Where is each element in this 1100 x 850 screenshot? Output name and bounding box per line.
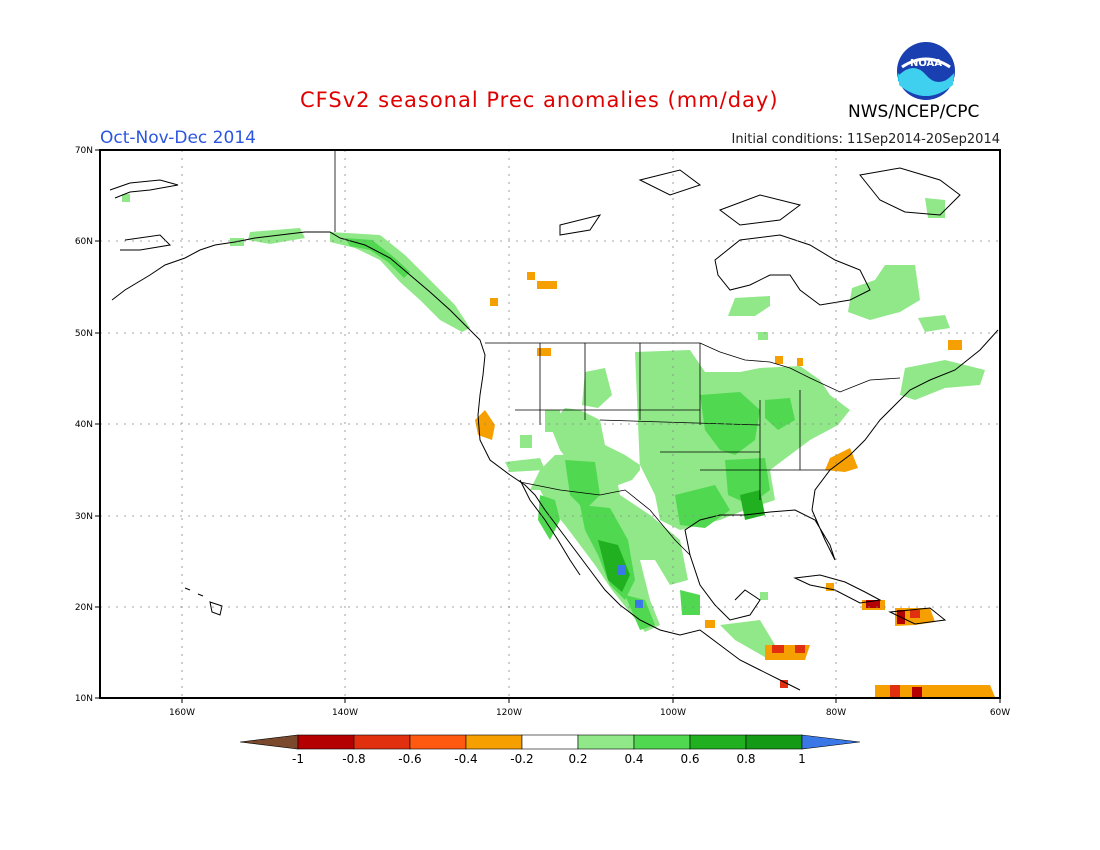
colorbar-segment [801,734,861,750]
lon-tick: 80W [826,708,846,718]
anomaly-patch [635,600,643,608]
lat-tick-labels: 70N 60N 50N 40N 30N 20N 10N [75,146,93,704]
lat-tick: 20N [75,603,93,613]
colorbar-segment [745,734,803,750]
colorbar-segment [297,734,355,750]
lon-tick: 120W [496,708,522,718]
anomaly-patch [875,685,995,697]
anomaly-patch [700,392,760,455]
anomaly-patch [675,485,730,528]
anomaly-patch [797,358,803,366]
lat-tick: 60N [75,237,93,247]
colorbar-label: -0.4 [454,752,477,766]
colorbar-segment [577,734,635,750]
colorbar-label: 0.8 [736,752,755,766]
colorbar-label: -1 [292,752,304,766]
anomaly-patch [948,340,962,350]
anomaly-patch [795,645,805,653]
anomaly-patch [826,583,834,591]
anomaly-patch [772,645,784,653]
colorbar-segment [633,734,691,750]
coastlines [109,167,999,691]
lon-tick-labels: 160W 140W 120W 100W 80W 60W [169,708,1010,718]
anomaly-patch [925,198,945,218]
anomaly-patch [550,350,850,530]
colorbar-label: -0.6 [398,752,421,766]
logo-text: NOAA [910,58,942,69]
anomaly-patch [537,281,557,289]
agency-label: NWS/NCEP/CPC [848,102,980,122]
lon-tick: 100W [660,708,686,718]
colorbar-segment [409,734,467,750]
anomaly-patch [760,592,768,600]
anomaly-patch [598,540,630,592]
colorbar-label: 0.2 [568,752,587,766]
anomaly-patch [330,232,470,332]
anomaly-patch [825,448,858,472]
anomaly-patch [625,595,655,630]
anomaly-patch [527,272,535,280]
lat-tick: 50N [75,329,93,339]
colorbar-label: 0.4 [624,752,643,766]
anomaly-patch [918,315,950,332]
colorbar-segment [353,734,411,750]
colorbar-label: -0.8 [342,752,365,766]
anomaly-patch [780,680,788,688]
colorbar-label: -0.2 [510,752,533,766]
anomaly-patch [775,356,783,364]
lat-tick: 10N [75,694,93,704]
lon-tick: 60W [990,708,1010,718]
lon-tick: 140W [332,708,358,718]
season-label: Oct-Nov-Dec 2014 [100,128,256,148]
colorbar [239,734,861,750]
anomaly-patch [545,410,560,432]
anomaly-patch [758,332,768,340]
anomaly-patch [866,600,880,608]
colorbar-segment [521,734,579,750]
lat-tick: 30N [75,512,93,522]
anomaly-patch [848,265,920,320]
initial-conditions-label: Initial conditions: 11Sep2014-20Sep2014 [731,132,1000,147]
anomaly-patch [765,398,795,430]
anomaly-patch [705,620,715,628]
anomaly-patch [122,194,130,202]
lon-tick: 160W [169,708,195,718]
anomaly-patch [475,410,495,440]
graticule [100,150,1000,698]
colorbar-segment [689,734,747,750]
political-borders [334,150,901,556]
lat-tick: 40N [75,420,93,430]
anomaly-patch [537,348,551,356]
anomaly-patch [345,238,410,278]
anomaly-patch [912,687,922,697]
colorbar-label: 0.6 [680,752,699,766]
anomaly-patch [520,435,532,448]
anomaly-patch [505,458,545,472]
anomaly-patch [248,228,305,244]
colorbar-segment [239,734,299,750]
colorbar-label: 1 [798,752,806,766]
anomaly-patch [490,298,498,306]
anomaly-patch [565,460,600,510]
anomaly-patch [740,490,765,520]
lat-tick: 70N [75,146,93,156]
colorbar-labels: -1 -0.8 -0.6 -0.4 -0.2 0.2 0.4 0.6 0.8 1 [292,752,806,766]
anomaly-patch [680,590,700,615]
colorbar-segment [465,734,523,750]
chart-title: CFSv2 seasonal Prec anomalies (mm/day) [300,88,779,112]
anomaly-patch [910,610,920,618]
anomaly-patch [890,685,900,697]
anomaly-patch [538,495,560,540]
anomaly-patch [900,360,985,400]
anomaly-patch [728,296,770,316]
anomaly-patch [618,565,626,575]
anomaly-patch [582,368,612,408]
noaa-logo: NOAA [897,42,955,100]
